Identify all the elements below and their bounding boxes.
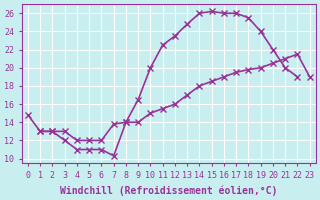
- X-axis label: Windchill (Refroidissement éolien,°C): Windchill (Refroidissement éolien,°C): [60, 185, 277, 196]
